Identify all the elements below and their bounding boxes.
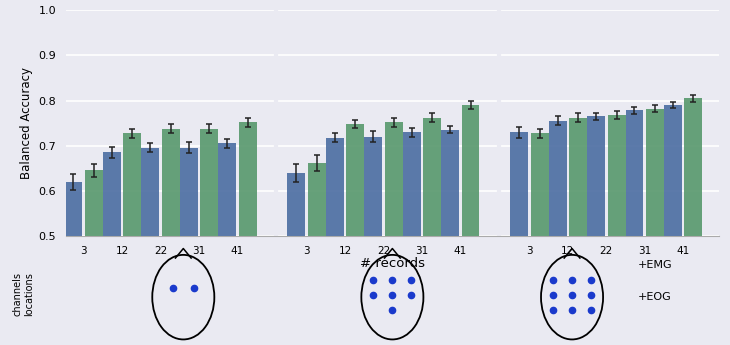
Bar (239, 122, 256, 345)
Bar (461, 105, 480, 345)
Bar (288, 173, 305, 345)
Bar (123, 133, 142, 345)
Bar (326, 138, 344, 345)
Bar (64, 182, 82, 345)
Bar (385, 122, 403, 345)
Text: channels
locations: channels locations (12, 272, 34, 316)
Bar (85, 170, 103, 345)
Bar (218, 144, 236, 345)
Bar (646, 109, 664, 345)
Bar (346, 124, 364, 345)
Bar (607, 115, 626, 345)
Bar (664, 105, 682, 345)
Bar (549, 121, 566, 345)
Bar (626, 110, 643, 345)
X-axis label: # records: # records (360, 257, 425, 270)
Bar (142, 148, 159, 345)
Text: +EMG: +EMG (637, 260, 672, 270)
Bar (180, 148, 198, 345)
Bar (308, 163, 326, 345)
Bar (403, 132, 420, 345)
Bar (531, 133, 549, 345)
Bar (162, 128, 180, 345)
Legend: Gradient Boosting, Proposed Approach: Gradient Boosting, Proposed Approach (229, 0, 556, 3)
Bar (587, 116, 605, 345)
Bar (441, 130, 459, 345)
Bar (510, 132, 529, 345)
Text: +EOG: +EOG (637, 292, 671, 302)
Bar (200, 128, 218, 345)
Bar (103, 152, 120, 345)
Bar (569, 118, 587, 345)
Bar (423, 118, 441, 345)
Bar (685, 98, 702, 345)
Y-axis label: Balanced Accuracy: Balanced Accuracy (20, 67, 33, 179)
Bar (364, 137, 382, 345)
